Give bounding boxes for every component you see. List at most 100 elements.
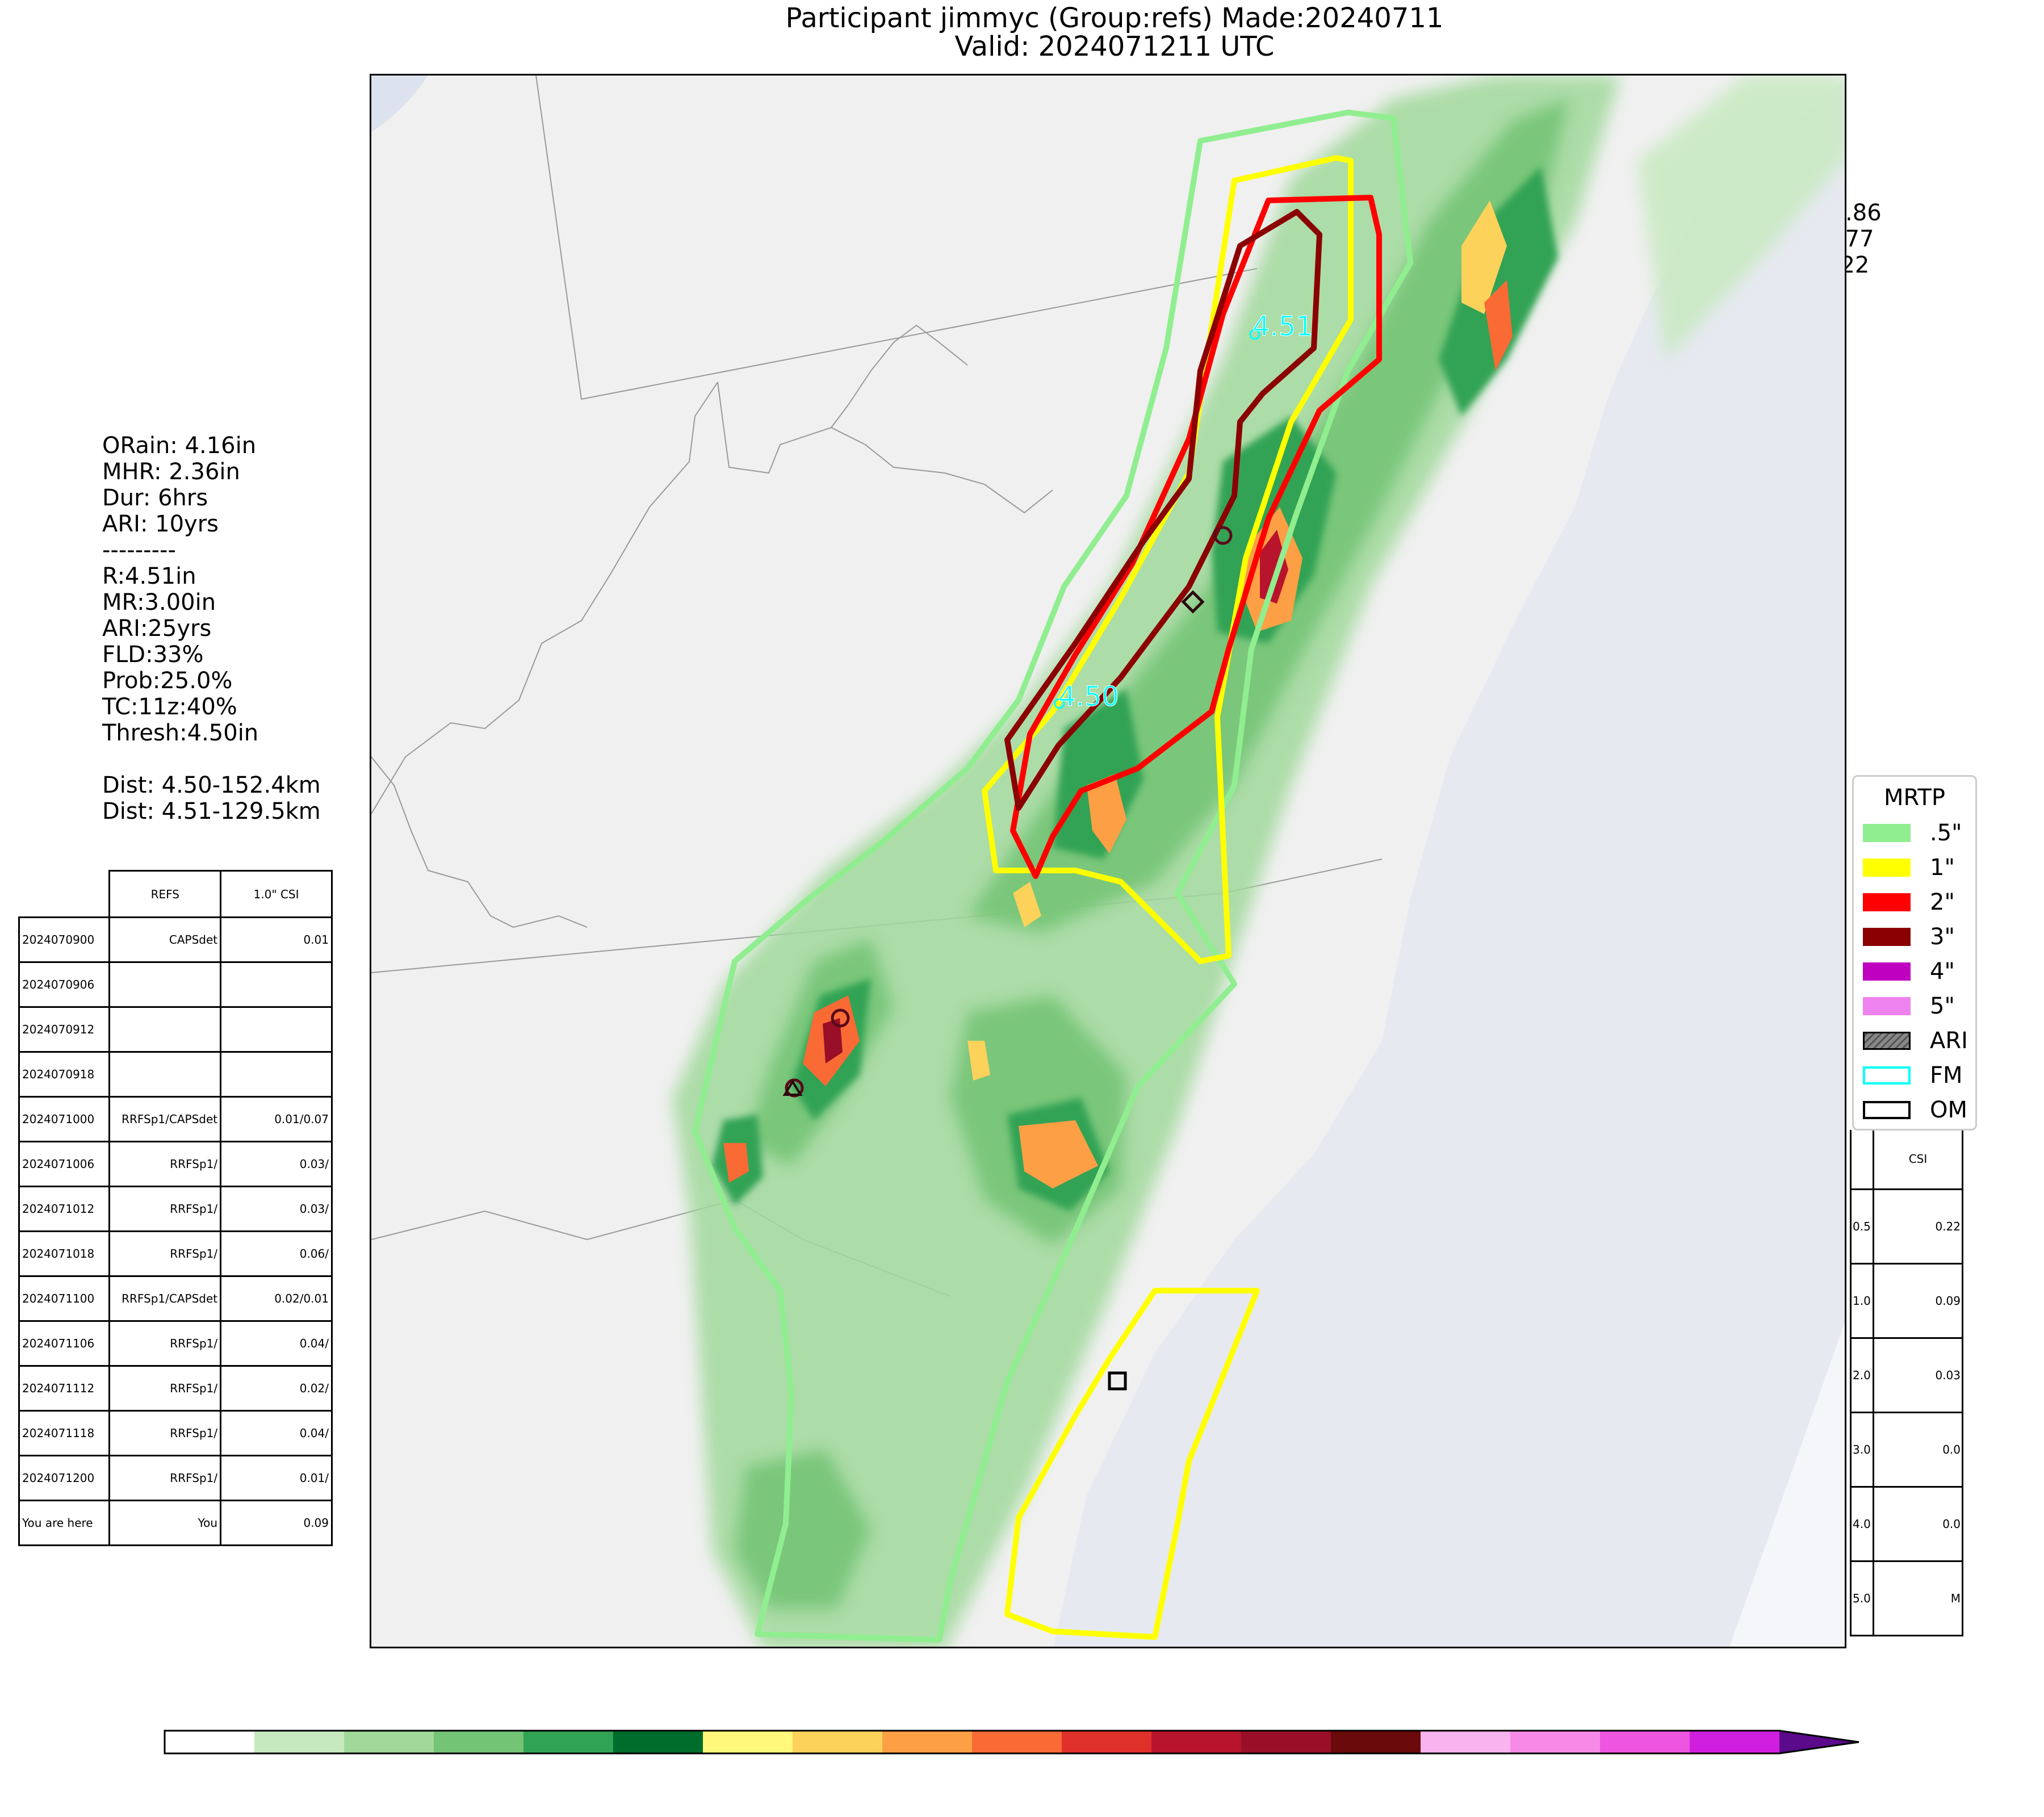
threshold-csi-table: CSI 0.5 0.22 1.0 0.09 2.0 0.03 3.0 0.0 4.0 0.0 5.0 M xyxy=(1850,1130,1963,1636)
csi-cell: 3.0 xyxy=(1850,1411,1874,1488)
table-cell: 2024071200 xyxy=(18,1455,111,1501)
colorbar-cell xyxy=(1241,1731,1331,1753)
triangle-marker xyxy=(782,1079,803,1096)
legend-label: 1" xyxy=(1930,855,1955,881)
table-cell: RRFSp1/ xyxy=(108,1455,222,1501)
stat-line: Prob:25.0% xyxy=(102,668,233,694)
csi-cell: 0.0 xyxy=(1873,1411,1963,1488)
table-header-cell: REFS xyxy=(108,870,222,918)
colorbar-cell xyxy=(434,1731,523,1753)
circle-marker-south xyxy=(831,1008,850,1028)
csi-cell: 5.0 xyxy=(1850,1560,1874,1636)
stat-line: Thresh:4.50in xyxy=(102,720,259,746)
table-row: 2024071106 RRFSp1/0.04/ xyxy=(18,1320,333,1367)
stat-line: FLD:33% xyxy=(102,642,204,668)
legend-label: 5" xyxy=(1930,993,1955,1019)
legend-label: FM xyxy=(1930,1062,1963,1088)
table-row: 2024071018 RRFSp1/0.06/ xyxy=(18,1230,333,1277)
legend-item: 2" xyxy=(1863,888,1955,916)
stat-line: ARI:25yrs xyxy=(102,616,212,642)
legend-item: 5" xyxy=(1863,992,1955,1020)
csi-cell: 0.03 xyxy=(1873,1337,1963,1413)
legend-item: 4" xyxy=(1863,957,1955,986)
table-cell: 2024071018 xyxy=(18,1230,111,1277)
table-cell: 0.04/ xyxy=(220,1320,333,1367)
table-cell: 2024070918 xyxy=(18,1051,111,1098)
stat-line xyxy=(102,746,321,772)
rainfall-map: 4.51 4.50 xyxy=(370,74,1846,1648)
ari-circle-marker xyxy=(1213,526,1233,545)
table-cell: You xyxy=(108,1500,222,1546)
table-cell: 2024071006 xyxy=(18,1141,111,1187)
csi-row: 2.0 0.03 xyxy=(1850,1337,1963,1413)
colorbar-cell xyxy=(254,1731,344,1753)
table-cell: RRFSp1/ xyxy=(108,1320,222,1367)
table-cell: RRFSp1/ xyxy=(108,1230,222,1277)
stat-line: TC:11z:40% xyxy=(102,694,237,720)
csi-header-blank xyxy=(1850,1130,1874,1190)
table-cell: 2024071000 xyxy=(18,1096,111,1142)
table-row: 2024071118 RRFSp1/0.04/ xyxy=(18,1410,333,1456)
table-cell: 2024071118 xyxy=(18,1410,111,1456)
csi-cell: 4.0 xyxy=(1850,1485,1874,1562)
fm-point-2 xyxy=(1054,698,1065,709)
colorbar-cell xyxy=(1151,1731,1241,1753)
stat-line: Dist: 4.50-152.4km xyxy=(102,772,321,798)
table-row: 2024071006 RRFSp1/0.03/ xyxy=(18,1141,333,1187)
legend-item: 3" xyxy=(1863,923,1955,951)
table-row: 2024071012 RRFSp1/0.03/ xyxy=(18,1186,333,1232)
fm-labels: 4.51 4.50 xyxy=(1054,311,1313,713)
contour-2in xyxy=(1010,195,1382,879)
legend-swatch xyxy=(1863,928,1911,946)
legend-label: 3" xyxy=(1930,924,1955,950)
table-cell xyxy=(220,1006,333,1053)
colorbar-cell xyxy=(1331,1731,1421,1753)
legend-label: 2" xyxy=(1930,889,1955,915)
table-cell: RRFSp1/ xyxy=(108,1410,222,1456)
fm-label-451: 4.51 xyxy=(1253,311,1313,342)
colorbar-cell xyxy=(1421,1731,1510,1753)
table-cell xyxy=(220,1051,333,1098)
stat-line: ARI: 10yrs xyxy=(102,511,219,537)
table-cell: RRFSp1/ xyxy=(108,1365,222,1412)
legend-item: 1" xyxy=(1863,853,1955,882)
table-cell: 2024071012 xyxy=(18,1186,111,1232)
legend-item: ARI xyxy=(1863,1027,1968,1055)
table-cell xyxy=(108,961,222,1008)
mrtp-legend: MRTP .5" 1" 2" 3" 4" 5" ARI FM OM xyxy=(1852,775,1977,1131)
table-row: 2024070918 xyxy=(18,1051,333,1098)
table-header-row: REFS 1.0" CSI xyxy=(19,870,333,918)
csi-row: 1.0 0.09 xyxy=(1850,1262,1963,1339)
legend-label: ARI xyxy=(1930,1028,1968,1054)
legend-item: OM xyxy=(1863,1096,1967,1124)
om-square-marker xyxy=(1108,1371,1127,1391)
table-cell: RRFSp1/ xyxy=(108,1186,222,1232)
table-cell: 0.02/ xyxy=(220,1365,333,1412)
rainfall-stats: ORain: 4.16in MHR: 2.36in Dur: 6hrs ARI: 10… xyxy=(102,433,321,824)
model-csi-table: REFS 1.0" CSI 2024070900 CAPSdet 0.01 2024070… xyxy=(18,870,333,1546)
csi-row: 3.0 0.0 xyxy=(1850,1411,1963,1488)
csi-cell: 0.5 xyxy=(1850,1188,1874,1265)
ocean-edge xyxy=(1729,1322,1845,1647)
stat-line: ORain: 4.16in xyxy=(102,433,257,459)
table-cell xyxy=(108,1051,222,1098)
table-cell: RRFSp1/ xyxy=(108,1141,222,1187)
table-row: 2024070906 xyxy=(18,961,333,1008)
legend-swatch xyxy=(1863,962,1911,981)
table-cell: 0.06/ xyxy=(220,1230,333,1277)
table-cell: 0.01 xyxy=(220,916,333,963)
csi-row: 5.0 M xyxy=(1850,1560,1963,1636)
stat-line: --------- xyxy=(102,537,176,563)
csi-row: 4.0 0.0 xyxy=(1850,1485,1963,1562)
stat-line: R:4.51in xyxy=(102,563,196,589)
csi-cell: 1.0 xyxy=(1850,1262,1874,1339)
table-cell xyxy=(108,1006,222,1053)
table-header-cell xyxy=(19,870,111,918)
colorbar-cell xyxy=(165,1731,254,1753)
contour-05in xyxy=(692,110,1413,1643)
legend-label: OM xyxy=(1930,1097,1967,1123)
table-cell: 2024070900 xyxy=(18,916,111,963)
table-row: You are here You 0.09 xyxy=(18,1500,333,1546)
csi-cell: 0.22 xyxy=(1873,1188,1963,1265)
colorbar-cell xyxy=(1690,1731,1779,1753)
